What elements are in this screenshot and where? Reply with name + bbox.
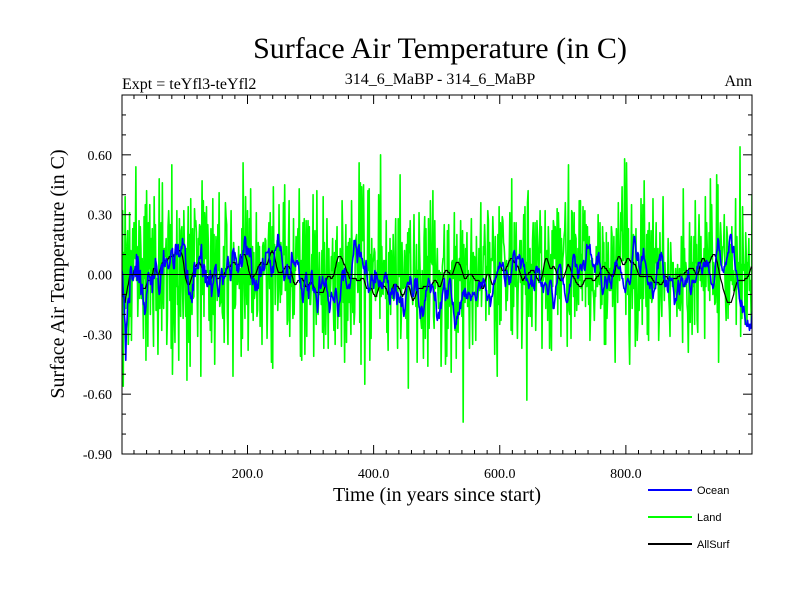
legend: Ocean Land AllSurf (648, 485, 730, 551)
legend-label-ocean: Ocean (697, 485, 729, 497)
x-tick-label: 400.0 (358, 467, 390, 482)
legend-label-land: Land (697, 512, 721, 524)
y-tick-label: -0.60 (83, 388, 112, 403)
y-tick-label: -0.30 (83, 328, 112, 343)
x-axis-label: Time (in years since start) (333, 484, 541, 506)
y-axis-label: Surface Air Temperature (in C) (47, 149, 69, 398)
chart-title: Surface Air Temperature (in C) (253, 32, 627, 65)
x-tick-label: 600.0 (484, 467, 516, 482)
subtitle-left: Expt = teYfl3-teYfl2 (122, 76, 256, 93)
series-layer (122, 146, 752, 423)
subtitle-center: 314_6_MaBP - 314_6_MaBP (345, 71, 536, 88)
axis-layer: 200.0 400.0 600.0 800.0 -0.90 -0.60 -0.30 0.00 0… (83, 94, 752, 482)
x-tick-label: 800.0 (610, 467, 642, 482)
x-tick-label: 200.0 (232, 467, 264, 482)
subtitle-right: Ann (724, 73, 752, 90)
legend-label-allsurf: AllSurf (697, 539, 730, 551)
y-tick-label: 0.30 (88, 209, 113, 224)
y-tick-label: 0.60 (88, 149, 113, 164)
y-tick-label: -0.90 (83, 448, 112, 463)
y-tick-label: 0.00 (88, 269, 113, 284)
